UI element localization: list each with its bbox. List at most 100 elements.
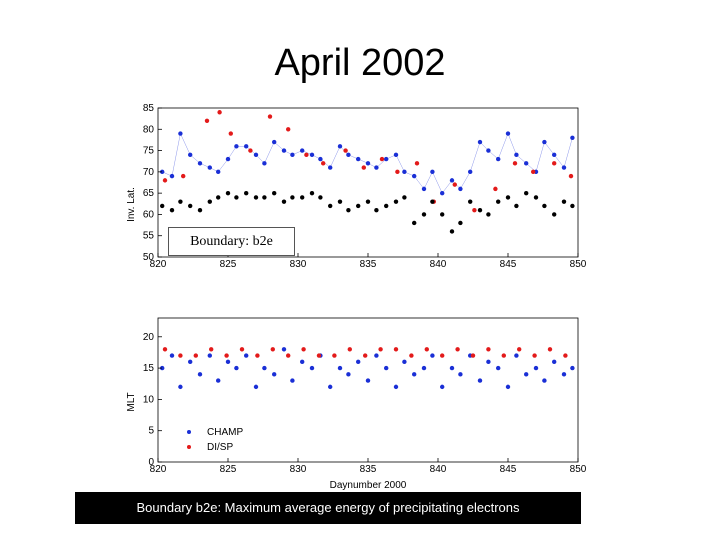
point-black xyxy=(244,190,249,196)
point-champ xyxy=(514,353,519,358)
marks-bottom xyxy=(160,347,575,390)
series-line-champ xyxy=(180,133,191,155)
point-black xyxy=(160,203,165,209)
point-champ xyxy=(253,152,259,158)
point-black xyxy=(514,203,519,209)
series-line-champ xyxy=(329,146,341,168)
series-line-champ xyxy=(563,137,573,168)
point-dmsp xyxy=(395,169,400,175)
point-black xyxy=(272,190,277,196)
marks-top xyxy=(160,110,575,234)
point-di-sp xyxy=(440,353,445,358)
point-dmsp xyxy=(512,161,518,166)
point-black xyxy=(253,195,259,200)
point-champ xyxy=(244,144,249,149)
point-di-sp xyxy=(517,347,522,352)
point-black xyxy=(468,199,473,204)
point-champ xyxy=(402,359,407,365)
point-black xyxy=(384,203,389,209)
point-black xyxy=(393,199,399,204)
point-champ xyxy=(169,353,175,358)
point-champ xyxy=(337,144,343,149)
point-black xyxy=(365,199,371,204)
point-black xyxy=(197,207,203,213)
y-tick-label: 65 xyxy=(143,188,155,199)
point-champ xyxy=(430,353,435,358)
point-di-sp xyxy=(424,347,429,352)
point-champ xyxy=(542,139,547,145)
point-black xyxy=(328,203,333,209)
y-tick-label: 55 xyxy=(143,231,155,242)
point-black xyxy=(178,199,183,204)
point-black xyxy=(402,195,407,200)
point-champ xyxy=(440,384,445,390)
point-di-sp xyxy=(332,353,337,358)
point-dmsp xyxy=(414,161,420,166)
point-di-sp xyxy=(363,353,368,358)
point-champ xyxy=(477,139,483,145)
point-champ xyxy=(160,365,165,371)
point-champ xyxy=(356,359,361,365)
point-champ xyxy=(300,359,305,365)
point-di-sp xyxy=(563,353,568,358)
series-line-champ xyxy=(507,133,517,155)
point-champ xyxy=(309,365,315,371)
series-line-champ xyxy=(460,171,471,190)
point-di-sp xyxy=(393,347,399,352)
x-tick-label: 830 xyxy=(290,259,307,270)
y-tick-label: 50 xyxy=(143,252,155,263)
point-di-sp xyxy=(316,353,322,358)
x-tick-label: 825 xyxy=(220,464,237,475)
y-axis-label-top: Inv. Lat. xyxy=(126,187,137,222)
point-black xyxy=(449,229,455,234)
point-champ xyxy=(197,372,203,377)
point-champ xyxy=(421,186,427,192)
y-tick-label: 15 xyxy=(143,363,155,374)
point-champ xyxy=(234,365,239,371)
x-tick-label: 845 xyxy=(500,464,517,475)
point-di-sp xyxy=(455,347,460,352)
point-dmsp xyxy=(568,173,574,179)
y-tick-label: 5 xyxy=(148,426,154,437)
point-di-sp xyxy=(532,353,537,358)
point-champ xyxy=(430,169,435,175)
series-line-champ xyxy=(469,141,481,172)
x-tick-label: 835 xyxy=(360,259,377,270)
point-champ xyxy=(365,378,371,383)
point-black xyxy=(281,199,287,204)
point-black xyxy=(309,190,315,196)
point-dmsp xyxy=(379,156,385,162)
point-dmsp xyxy=(531,169,536,175)
y-tick-label: 80 xyxy=(143,124,155,135)
x-tick-label: 850 xyxy=(570,464,587,475)
point-di-sp xyxy=(162,347,168,352)
point-champ xyxy=(244,353,249,358)
point-dmsp xyxy=(472,207,477,213)
point-champ xyxy=(552,359,557,365)
point-champ xyxy=(561,372,567,377)
point-dmsp xyxy=(552,161,557,166)
point-champ xyxy=(178,384,183,390)
chart-mlt: 820 825 830 835 840 845 850 0 5 10 15 20 MLT Daynum… xyxy=(126,317,587,491)
point-champ xyxy=(374,353,379,358)
point-champ xyxy=(281,148,287,153)
point-champ xyxy=(374,165,379,170)
boundary-label: Boundary: b2e xyxy=(168,227,295,256)
point-di-sp xyxy=(409,353,414,358)
point-champ xyxy=(486,359,491,365)
point-dmsp xyxy=(228,131,233,136)
x-tick-label: 825 xyxy=(220,259,237,270)
point-champ xyxy=(234,144,239,149)
series-line-champ xyxy=(227,146,237,160)
point-di-sp xyxy=(224,353,229,358)
point-champ xyxy=(188,359,193,365)
series-line-champ xyxy=(497,133,509,160)
point-champ xyxy=(412,173,417,179)
point-black xyxy=(552,212,557,217)
point-black xyxy=(337,199,343,204)
point-champ xyxy=(169,173,175,179)
point-di-sp xyxy=(501,353,506,358)
point-di-sp xyxy=(378,347,383,352)
point-black xyxy=(346,207,351,213)
point-champ xyxy=(533,365,539,371)
